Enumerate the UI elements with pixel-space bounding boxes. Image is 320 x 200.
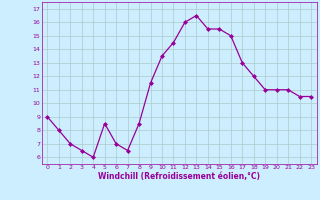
X-axis label: Windchill (Refroidissement éolien,°C): Windchill (Refroidissement éolien,°C) bbox=[98, 172, 260, 181]
